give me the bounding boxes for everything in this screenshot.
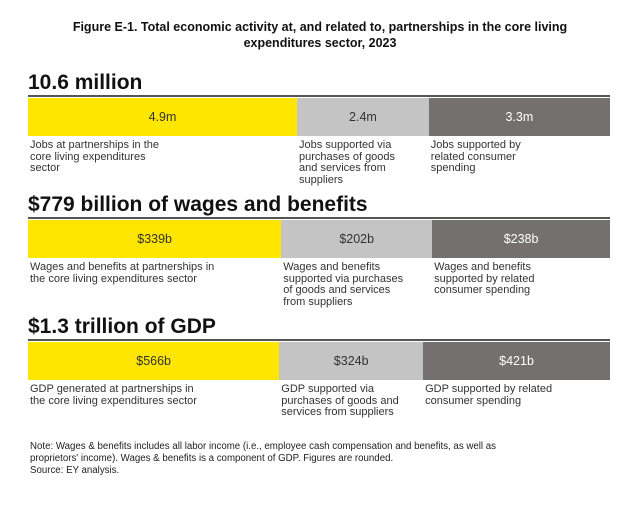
segment-description: Wages and benefits supported by related co… bbox=[434, 261, 610, 297]
segment-value-label: $421b bbox=[499, 354, 534, 368]
bar-segment-suppliers: $324b bbox=[279, 342, 424, 380]
description-line: and services from bbox=[299, 162, 386, 174]
segment-description: Jobs at partnerships in the core living e… bbox=[30, 139, 309, 175]
description-line: spending bbox=[430, 162, 476, 174]
description-line: supported by related bbox=[434, 272, 535, 285]
segment-description: GDP supported via purchases of goods and s… bbox=[281, 383, 435, 419]
segment-description: Jobs supported via purchases of goods and … bbox=[299, 139, 441, 186]
description-line: consumer spending bbox=[425, 394, 522, 407]
bar-segment-consumer: $238b bbox=[432, 220, 610, 258]
description-line: sector bbox=[30, 162, 60, 174]
description-line: from suppliers bbox=[283, 295, 353, 308]
bar-segment-consumer: 3.3m bbox=[428, 98, 610, 136]
headline-rule bbox=[28, 339, 610, 341]
segment-description: Jobs supported by related consumer spendin… bbox=[430, 139, 610, 175]
chart-title-line-2: expenditures sector, 2023 bbox=[243, 36, 397, 50]
segment-description: GDP generated at partnerships in the core… bbox=[30, 383, 291, 407]
source-line: Source: EY analysis. bbox=[30, 465, 120, 476]
description-line: services from suppliers bbox=[281, 406, 394, 418]
segment-value-label: $202b bbox=[339, 232, 375, 246]
description-line: the core living expenditures sector bbox=[30, 394, 197, 407]
stacked-bar: $566b $324b $421b bbox=[28, 342, 610, 380]
bar-segment-direct: $339b bbox=[28, 220, 282, 258]
segment-value-label: 3.3m bbox=[505, 110, 534, 124]
description-line: supported via purchases bbox=[283, 272, 404, 285]
description-line: Wages and benefits bbox=[283, 261, 381, 273]
description-line: GDP generated at partnerships in bbox=[30, 383, 194, 395]
description-line: Jobs supported via bbox=[299, 139, 392, 151]
description-line: suppliers bbox=[299, 173, 344, 186]
bar-segment-suppliers: $202b bbox=[281, 220, 433, 258]
bar-segment-consumer: $421b bbox=[423, 342, 610, 380]
description-line: the core living expenditures sector bbox=[30, 272, 197, 285]
stacked-bar: $339b $202b $238b bbox=[28, 220, 610, 258]
metric-headline: $779 billion of wages and benefits bbox=[28, 193, 368, 216]
description-line: Jobs supported by bbox=[430, 139, 521, 151]
segment-value-label: $238b bbox=[503, 232, 539, 246]
chart-note: Note: Wages & benefits includes all labo… bbox=[30, 441, 610, 477]
metric-headline: 10.6 million bbox=[28, 71, 143, 94]
bar-segment-direct: $566b bbox=[28, 342, 280, 380]
segment-value-label: $339b bbox=[137, 232, 173, 246]
stacked-bar: 4.9m 2.4m 3.3m bbox=[28, 98, 610, 136]
description-line: related consumer bbox=[430, 150, 516, 163]
bar-segment-suppliers: 2.4m bbox=[297, 98, 429, 136]
note-line-2: proprietors' income). Wages & benefits i… bbox=[30, 453, 394, 464]
segment-value-label: $324b bbox=[333, 354, 369, 368]
segment-description: GDP supported by related consumer spendin… bbox=[425, 383, 610, 407]
description-line: Wages and benefits at partnerships in bbox=[30, 261, 215, 273]
segment-value-label: 2.4m bbox=[349, 110, 377, 124]
description-line: purchases of goods bbox=[299, 150, 396, 163]
description-line: GDP supported via bbox=[281, 383, 375, 395]
chart-title: Figure E-1. Total economic activity at, … bbox=[20, 19, 620, 51]
description-line: Wages and benefits bbox=[434, 261, 531, 273]
segment-value-label: $566b bbox=[136, 354, 172, 368]
note-line-1: Note: Wages & benefits includes all labo… bbox=[30, 441, 496, 452]
headline-rule bbox=[28, 95, 610, 97]
description-line: purchases of goods and bbox=[281, 394, 399, 407]
segment-value-label: 4.9m bbox=[148, 110, 177, 124]
bar-segment-direct: 4.9m bbox=[28, 98, 298, 136]
chart-title-line-1: Figure E-1. Total economic activity at, … bbox=[72, 20, 568, 34]
segment-description: Wages and benefits at partnerships in the… bbox=[30, 261, 293, 285]
segment-description: Wages and benefits supported via purchase… bbox=[283, 261, 444, 308]
description-line: of goods and services bbox=[283, 284, 391, 296]
description-line: Jobs at partnerships in the bbox=[30, 139, 160, 151]
description-line: consumer spending bbox=[434, 284, 531, 296]
description-line: GDP supported by related bbox=[425, 383, 553, 395]
metric-headline: $1.3 trillion of GDP bbox=[28, 315, 216, 338]
headline-rule bbox=[28, 217, 610, 219]
description-line: core living expenditures bbox=[30, 150, 146, 163]
